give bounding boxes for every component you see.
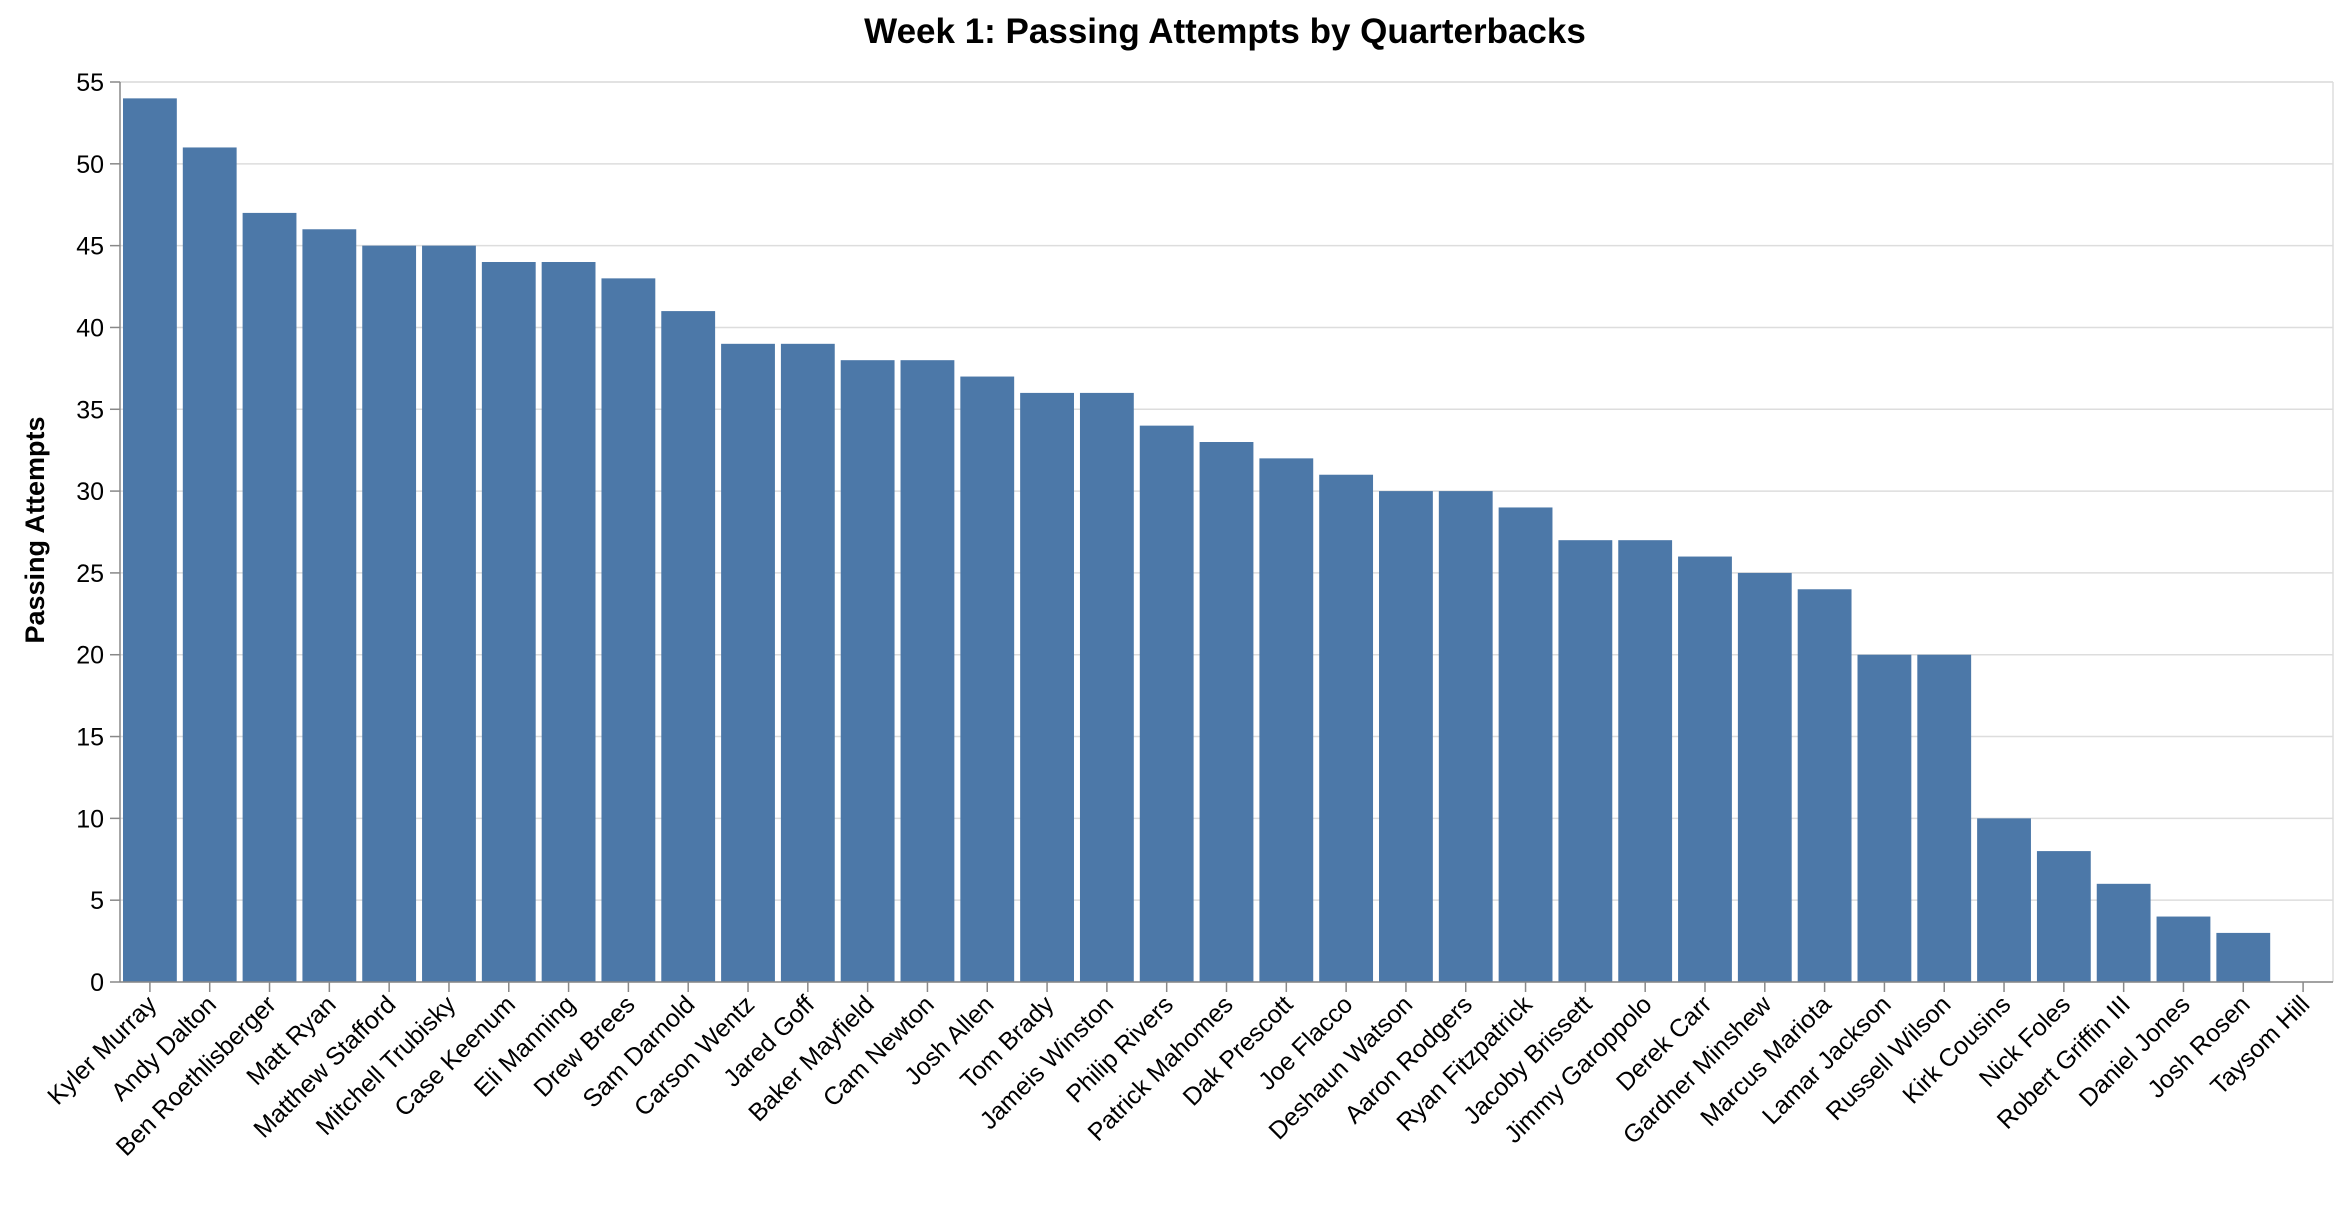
y-tick-label: 10 bbox=[76, 805, 104, 833]
bar bbox=[780, 343, 835, 982]
bar bbox=[2096, 883, 2151, 982]
y-tick-label: 55 bbox=[76, 69, 104, 97]
bar bbox=[840, 360, 895, 982]
bar bbox=[302, 229, 357, 983]
y-tick-label: 35 bbox=[76, 396, 104, 424]
bar bbox=[2216, 932, 2271, 982]
bars bbox=[122, 98, 2271, 983]
y-tick-label: 25 bbox=[76, 560, 104, 588]
y-tick-label: 45 bbox=[76, 233, 104, 261]
bar bbox=[661, 311, 716, 982]
y-tick-label: 40 bbox=[76, 314, 104, 342]
bar bbox=[1857, 654, 1912, 982]
bar bbox=[1139, 425, 1194, 982]
y-axis: 0 5 10 15 20 25 30 35 40 45 50 55 bbox=[76, 69, 121, 997]
y-tick-label: 20 bbox=[76, 642, 104, 670]
bar bbox=[900, 360, 955, 982]
bar bbox=[960, 376, 1015, 983]
y-tick-label: 5 bbox=[90, 887, 104, 915]
bar bbox=[2036, 851, 2091, 982]
bar bbox=[1797, 589, 1852, 982]
y-tick-label: 30 bbox=[76, 478, 104, 506]
bar bbox=[1259, 458, 1314, 982]
bar bbox=[721, 343, 775, 982]
bar bbox=[1079, 392, 1134, 983]
bar bbox=[1379, 491, 1433, 982]
bar bbox=[1917, 654, 1972, 982]
bar bbox=[242, 212, 297, 983]
bar bbox=[1977, 818, 2031, 982]
bar bbox=[1199, 442, 1254, 982]
bar bbox=[2156, 916, 2211, 982]
y-tick-label: 15 bbox=[76, 724, 104, 752]
bar bbox=[1558, 540, 1613, 982]
y-tick-label: 0 bbox=[90, 969, 104, 997]
bar bbox=[422, 245, 476, 983]
bar bbox=[1438, 491, 1493, 982]
bar bbox=[1737, 572, 1792, 982]
bar bbox=[1498, 507, 1553, 982]
bar bbox=[1319, 474, 1374, 982]
bar bbox=[1618, 540, 1673, 982]
bar bbox=[362, 245, 417, 983]
bar bbox=[182, 147, 237, 983]
bar bbox=[1678, 556, 1732, 982]
y-axis-title: Passing Attempts bbox=[20, 416, 50, 643]
chart-title: Week 1: Passing Attempts by Quarterbacks bbox=[864, 12, 1586, 51]
bar bbox=[481, 262, 536, 982]
bar bbox=[122, 98, 177, 982]
bar bbox=[541, 262, 596, 982]
bar bbox=[1020, 392, 1074, 983]
bar bbox=[601, 278, 656, 982]
y-tick-label: 50 bbox=[76, 151, 104, 179]
